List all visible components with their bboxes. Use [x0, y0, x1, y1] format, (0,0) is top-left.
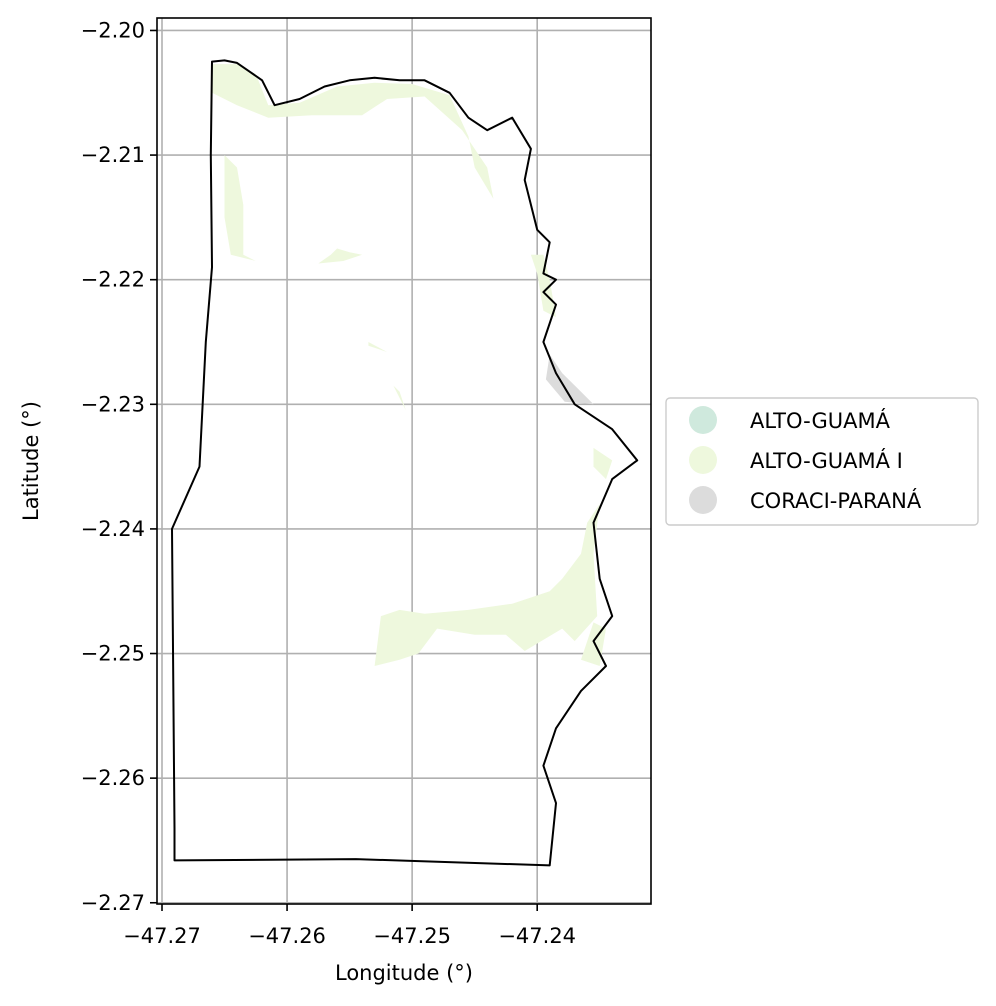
- x-tick-label: −47.27: [123, 924, 201, 948]
- x-tick-label: −47.26: [248, 924, 326, 948]
- y-tick-label: −2.20: [81, 18, 145, 42]
- legend-marker: [689, 486, 717, 514]
- plot-frame: [156, 17, 652, 905]
- y-axis: −2.20 −2.21 −2.22 −2.23 −2.24 −2.25 −2.26 −2.27: [81, 18, 157, 915]
- x-tick-label: −47.25: [373, 924, 451, 948]
- region-alto-guama-i: [212, 64, 494, 199]
- legend-label: ALTO-GUAMÁ: [750, 408, 891, 433]
- x-axis-label: Longitude (°): [335, 961, 473, 985]
- y-tick-label: −2.25: [81, 642, 145, 666]
- y-axis-label: Latitude (°): [19, 401, 43, 521]
- grid-lines: [157, 18, 651, 904]
- region-alto-guama-i: [393, 385, 406, 411]
- region-alto-guama-i: [368, 342, 388, 352]
- region-alto-guama-i: [530, 254, 556, 318]
- region-coraci-parana: [545, 354, 594, 405]
- legend: ALTO-GUAMÁ ALTO-GUAMÁ I CORACI-PARANÁ: [665, 397, 979, 526]
- x-tick-label: −47.24: [498, 924, 576, 948]
- x-axis: −47.27 −47.26 −47.25 −47.24: [123, 904, 576, 948]
- legend-marker: [689, 446, 717, 474]
- legend-marker: [689, 406, 717, 434]
- legend-label: CORACI-PARANÁ: [750, 488, 922, 513]
- region-alto-guama-i: [593, 447, 613, 480]
- region-alto-guama-i: [318, 248, 363, 264]
- y-tick-label: −2.21: [81, 143, 145, 167]
- y-tick-label: −2.26: [81, 766, 145, 790]
- map-regions: [212, 64, 613, 666]
- municipality-boundary: [171, 59, 639, 867]
- legend-label: ALTO-GUAMÁ I: [750, 448, 903, 473]
- region-alto-guama-i: [374, 504, 600, 666]
- y-tick-label: −2.27: [81, 891, 145, 915]
- legend-box: [665, 397, 979, 526]
- boundary-outline: [171, 59, 639, 867]
- region-alto-guama-i: [224, 155, 256, 261]
- y-tick-label: −2.22: [81, 268, 145, 292]
- y-tick-label: −2.23: [81, 392, 145, 416]
- y-tick-label: −2.24: [81, 517, 145, 541]
